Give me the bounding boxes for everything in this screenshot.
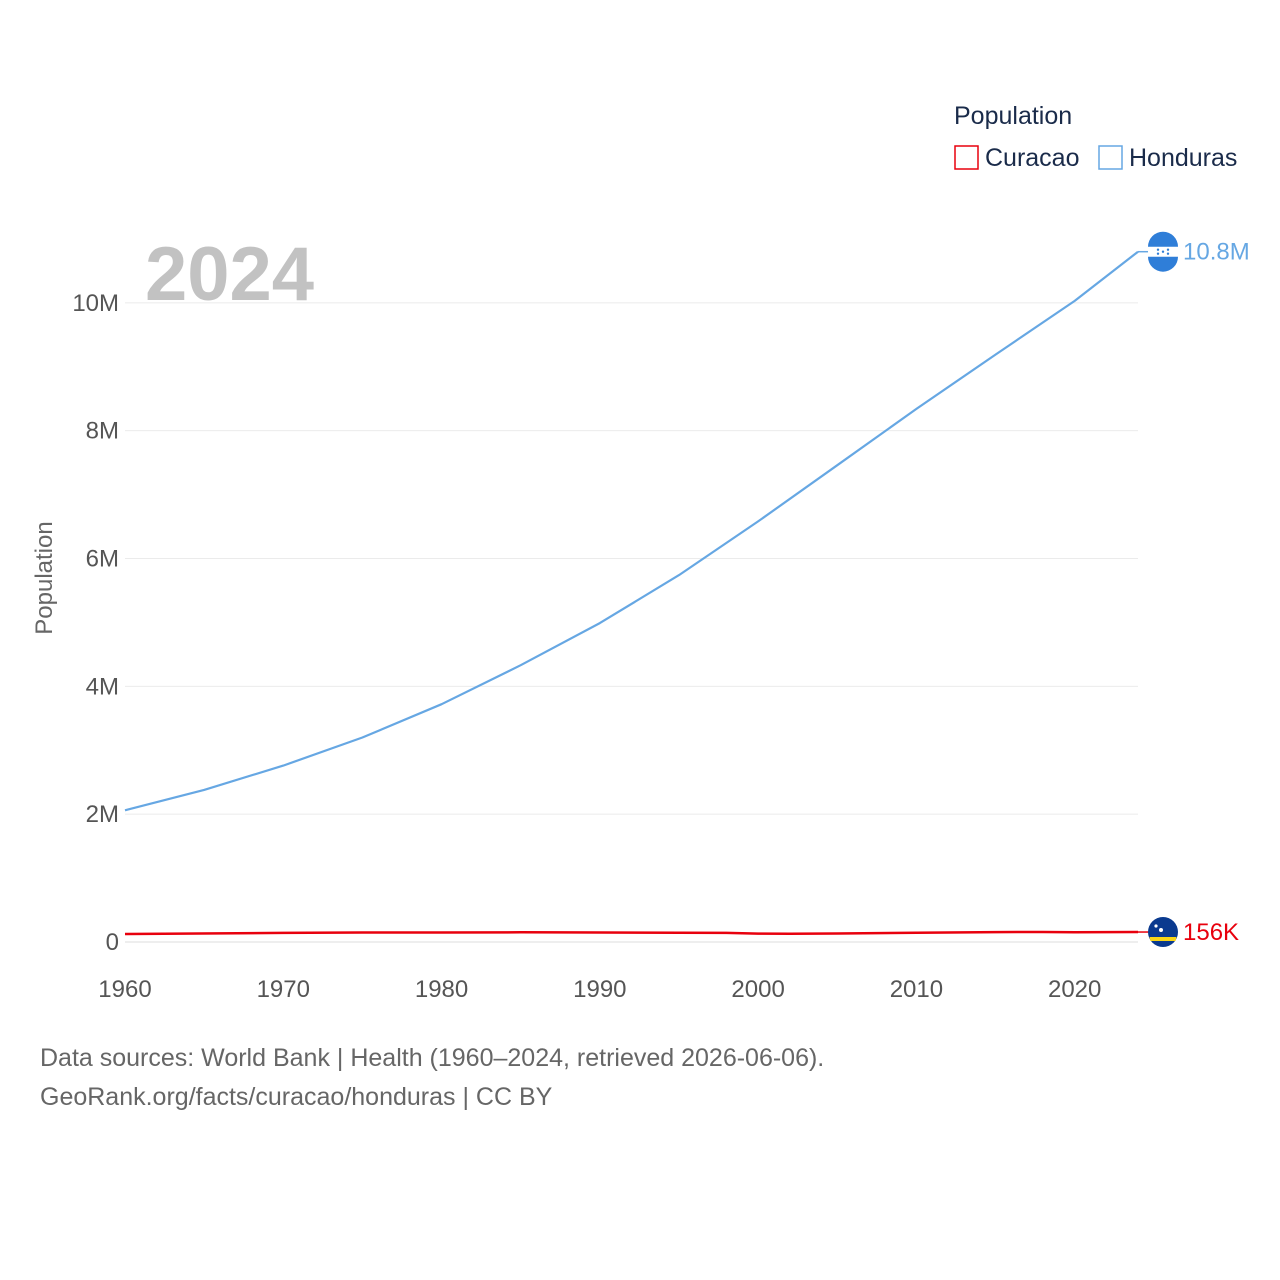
x-tick-label: 2020	[1048, 976, 1101, 1003]
y-tick-label: 2M	[86, 801, 119, 828]
flag-star	[1156, 248, 1160, 251]
flag-star	[1166, 252, 1170, 255]
x-tick-label: 1970	[257, 976, 310, 1003]
x-tick-label: 2000	[731, 976, 784, 1003]
y-tick-label: 8M	[86, 418, 119, 445]
end-markers: 156K 10.8M	[1138, 231, 1250, 948]
end-value-label-honduras: 10.8M	[1183, 239, 1250, 266]
x-tick-label: 1990	[573, 976, 626, 1003]
flag-star	[1161, 250, 1165, 253]
honduras-flag-icon	[1148, 231, 1178, 272]
x-axis-ticks: 1960 1970 1980 1990 2000 2010 2020	[98, 976, 1101, 1003]
x-tick-label: 1960	[98, 976, 151, 1003]
legend[interactable]: Population Curacao Honduras	[954, 102, 1237, 172]
y-tick-label: 4M	[86, 673, 119, 700]
legend-item-curacao[interactable]: Curacao	[954, 144, 1080, 172]
series-lines	[124, 250, 1139, 936]
flag-star	[1159, 928, 1163, 933]
y-tick-label: 0	[106, 929, 119, 956]
credit-link[interactable]: GeoRank.org/facts/curacao/honduras | CC …	[40, 1083, 553, 1111]
legend-title: Population	[954, 102, 1072, 130]
y-axis-title: Population	[31, 521, 58, 634]
legend-swatch	[1098, 145, 1123, 170]
end-value-label-curacao: 156K	[1183, 919, 1239, 946]
flag-stripe-top	[1148, 231, 1178, 247]
legend-swatch	[954, 145, 979, 170]
y-axis-ticks: 0 2M 4M 6M 8M 10M	[72, 290, 119, 956]
flag-stripe	[1149, 937, 1177, 942]
flag-star	[1154, 924, 1158, 928]
series-line-curacao	[124, 930, 1139, 936]
series-line-honduras	[124, 250, 1139, 812]
legend-label: Curacao	[985, 144, 1080, 172]
legend-label: Honduras	[1129, 144, 1237, 172]
curacao-flag-icon	[1148, 917, 1178, 948]
x-tick-label: 1980	[415, 976, 468, 1003]
flag-stripe-bottom	[1148, 256, 1178, 272]
y-tick-label: 6M	[86, 546, 119, 573]
y-tick-label: 10M	[72, 290, 119, 317]
flag-star	[1166, 248, 1170, 251]
data-sources-note: Data sources: World Bank | Health (1960–…	[40, 1044, 825, 1072]
flag-bg	[1148, 917, 1178, 948]
x-tick-label: 2010	[890, 976, 943, 1003]
flag-star	[1156, 252, 1160, 255]
year-watermark: 2024	[145, 232, 314, 317]
legend-item-honduras[interactable]: Honduras	[1098, 144, 1237, 172]
grid-lines	[125, 302, 1138, 943]
